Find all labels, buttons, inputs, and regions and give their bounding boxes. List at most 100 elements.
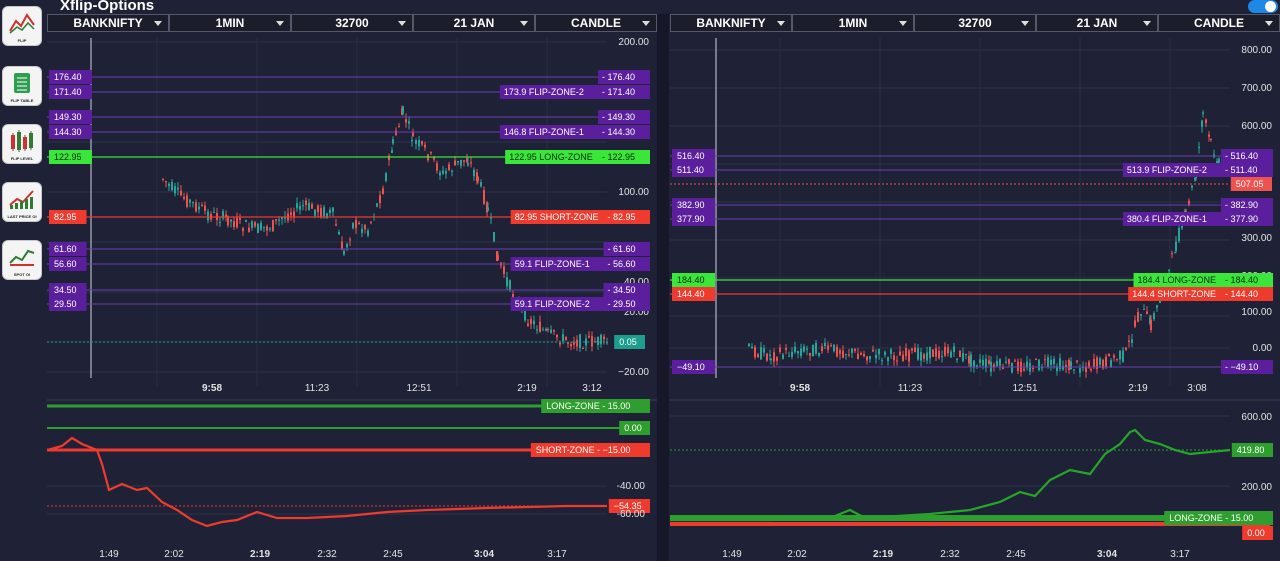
oi-time-tick: 1:49 xyxy=(99,549,119,560)
time-tick: 9:58 xyxy=(202,383,222,394)
price-tick: 100.00 xyxy=(1241,307,1272,318)
price-tick: −20.00 xyxy=(618,367,649,378)
price-axis: 200.00 100.00 40.00 20.00 −20.00 xyxy=(618,37,649,378)
level-purple: −49.10 - −49.10 xyxy=(670,360,1273,374)
level-left-label: 382.90 xyxy=(677,200,705,210)
chevron-down-icon xyxy=(1265,21,1273,26)
price-tick: 300.00 xyxy=(1241,233,1272,244)
bar-trend-icon xyxy=(9,190,34,209)
level-mid-label: 173.9 FLIP-ZONE-2 xyxy=(504,87,584,97)
symbol-select[interactable]: BANKNIFTY xyxy=(670,14,792,32)
price-tick: 200.00 xyxy=(618,37,649,48)
long-zone-label-text: LONG-ZONE - 15.00 xyxy=(1169,513,1253,523)
level-left-label: 184.40 xyxy=(677,275,705,285)
oi-time-tick: 2:45 xyxy=(1006,549,1026,560)
level-purple: 29.50 - 29.50 59.1 FLIP-ZONE-2 xyxy=(47,297,650,311)
chart-canvas: 800.00700.00600.00500.00400.00300.00200.… xyxy=(670,38,1280,560)
level-green: 122.95 - 122.95 122.95 LONG-ZONE xyxy=(47,150,650,164)
oi-series-line xyxy=(670,428,1231,522)
oi-time-tick: 2:32 xyxy=(940,549,960,560)
sidebar-button-flip-table[interactable]: FLIP TABLE xyxy=(2,66,42,106)
sidebar-button-spot-oi[interactable]: SPOT OI xyxy=(2,240,42,280)
sidebar-label: FLIP xyxy=(17,38,27,43)
time-tick: 9:58 xyxy=(790,383,810,394)
price-tick: 700.00 xyxy=(1241,83,1272,94)
oi-last-badge: 419.80 xyxy=(1231,443,1273,457)
chevron-down-icon xyxy=(899,21,907,26)
level-left-label: 516.40 xyxy=(677,151,705,161)
expiry-select[interactable]: 21 JAN xyxy=(1036,14,1158,32)
level-left-label: 34.50 xyxy=(54,285,77,295)
long-zone-label: LONG-ZONE - 15.00 xyxy=(1164,511,1273,525)
zero-label-text: 0.00 xyxy=(1247,528,1265,538)
toggle-knob xyxy=(1265,1,1276,12)
level-right-label: - 171.40 xyxy=(602,87,635,97)
level-right-label: - 144.40 xyxy=(1225,289,1258,299)
chevron-down-icon xyxy=(276,21,284,26)
level-purple: 516.40 - 516.40 xyxy=(670,149,1273,163)
strike-select[interactable]: 32700 xyxy=(291,14,413,32)
sidebar-label: FLIP TABLE xyxy=(10,98,34,103)
time-tick: 2:19 xyxy=(517,383,537,394)
sidebar-button-last-price-oi[interactable]: LAST PRICE OI xyxy=(2,182,42,222)
level-red: 144.40 - 144.40 144.4 SHORT-ZONE xyxy=(670,287,1273,301)
price-tick: 40.00 xyxy=(624,277,649,288)
oi-tick: 200.00 xyxy=(1241,482,1272,493)
level-mid-label: 144.4 SHORT-ZONE xyxy=(1132,289,1216,299)
level-left-label: 171.40 xyxy=(54,87,82,97)
chevron-down-icon xyxy=(398,21,406,26)
oi-time-tick: 1:49 xyxy=(722,549,742,560)
level-purple: 56.60 - 56.60 59.1 FLIP-ZONE-1 xyxy=(47,257,650,271)
oi-time-tick: 3:17 xyxy=(547,549,567,560)
level-right-label: - 511.40 xyxy=(1225,165,1257,175)
level-mid-label: 184.4 LONG-ZONE xyxy=(1138,275,1217,285)
chevron-down-icon xyxy=(642,21,650,26)
expiry-select[interactable]: 21 JAN xyxy=(413,14,535,32)
time-tick: 2:19 xyxy=(1128,383,1148,394)
oi-last-badge-text: 419.80 xyxy=(1237,445,1265,455)
time-axis: 9:58 11:23 12:51 2:19 3:08 xyxy=(790,383,1207,394)
interval-select-value: 1MIN xyxy=(838,16,868,30)
level-right-label: - 82.95 xyxy=(608,212,636,222)
time-tick: 11:23 xyxy=(305,383,330,394)
interval-select[interactable]: 1MIN xyxy=(169,14,291,32)
last-price-badge-text: 0.05 xyxy=(619,337,637,347)
chevron-down-icon xyxy=(1021,21,1029,26)
candlestick-icon xyxy=(11,130,33,152)
app-title: Xflip-Options xyxy=(60,0,155,14)
level-green: 184.40 - 184.40 184.4 LONG-ZONE xyxy=(670,273,1273,287)
oi-time-tick: 2:32 xyxy=(317,549,337,560)
strike-select[interactable]: 32700 xyxy=(914,14,1036,32)
time-tick: 12:51 xyxy=(406,383,431,394)
level-purple: 171.40 - 171.40 173.9 FLIP-ZONE-2 xyxy=(47,85,650,99)
expiry-select-value: 21 JAN xyxy=(453,16,495,30)
level-right-label: - 382.90 xyxy=(1225,200,1258,210)
chart-toolbar: BANKNIFTY 1MIN 32700 21 JAN CANDLE xyxy=(47,14,657,33)
level-left-label: 144.30 xyxy=(54,127,82,137)
theme-toggle[interactable] xyxy=(1248,0,1278,13)
level-right-label: - 122.95 xyxy=(602,152,635,162)
level-purple: 34.50 - 34.50 xyxy=(47,283,650,297)
chevron-down-icon xyxy=(1143,21,1151,26)
level-purple: 61.60 - 61.60 xyxy=(47,242,650,256)
price-tick: 100.00 xyxy=(618,187,649,198)
table-icon xyxy=(14,73,30,93)
chart-select[interactable]: CANDLE xyxy=(1158,14,1280,32)
spot-chart-icon xyxy=(9,249,35,266)
level-right-label: - 144.30 xyxy=(602,127,635,137)
interval-select-value: 1MIN xyxy=(215,16,245,30)
symbol-select-value: BANKNIFTY xyxy=(696,16,766,30)
level-purple: 382.90 - 382.90 xyxy=(670,198,1273,212)
oi-tick: -60.00 xyxy=(617,509,646,520)
level-right-label: - 61.60 xyxy=(608,244,636,254)
panel-divider xyxy=(657,14,669,561)
long-zone-label-text: LONG-ZONE - 15.00 xyxy=(546,401,630,411)
symbol-select[interactable]: BANKNIFTY xyxy=(47,14,169,32)
sidebar-button-flip[interactable]: FLIP xyxy=(2,6,42,46)
level-purple: 144.30 - 144.30 146.8 FLIP-ZONE-1 xyxy=(47,125,650,139)
sidebar-button-flip-level[interactable]: FLIP LEVEL xyxy=(2,124,42,164)
chart-select[interactable]: CANDLE xyxy=(535,14,657,32)
level-left-label: 61.60 xyxy=(54,244,77,254)
interval-select[interactable]: 1MIN xyxy=(792,14,914,32)
short-zone-label: SHORT-ZONE - −15.00 xyxy=(530,443,650,457)
